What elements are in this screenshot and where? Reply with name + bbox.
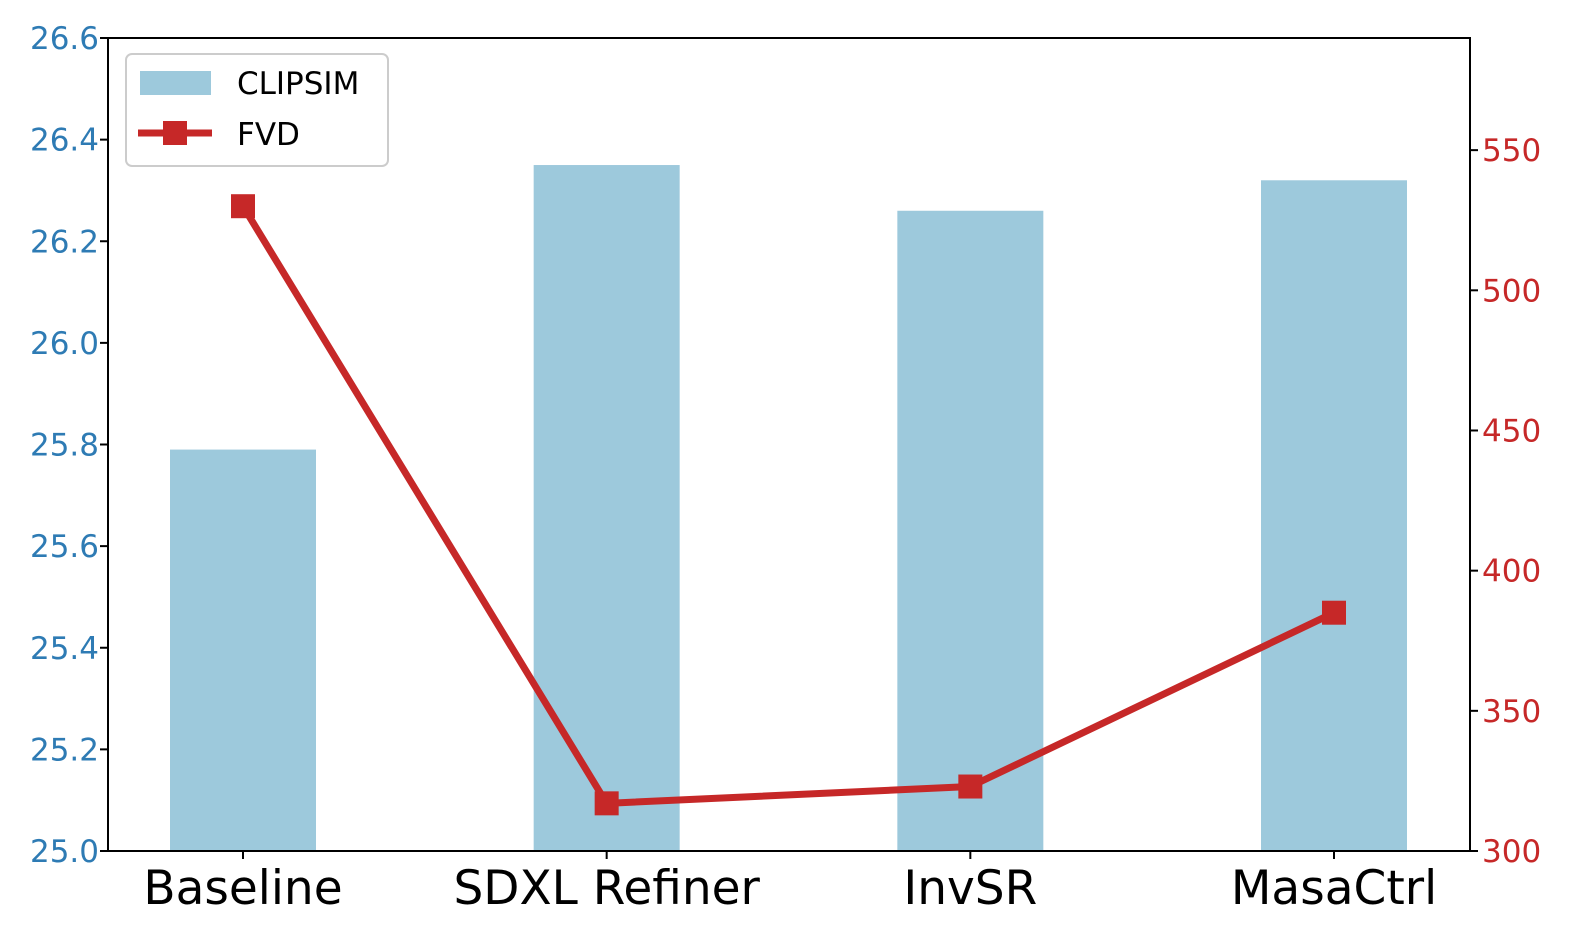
x-tick-label: MasaCtrl	[1231, 861, 1437, 916]
left-tick-label: 25.6	[30, 529, 99, 565]
x-tick-label: InvSR	[903, 861, 1037, 916]
left-tick-label: 25.2	[30, 732, 99, 768]
left-tick-label: 25.8	[30, 428, 99, 464]
legend-fvd-label: FVD	[237, 117, 300, 153]
left-tick-label: 26.2	[30, 224, 99, 260]
fvd-line-layer	[231, 194, 1346, 816]
left-tick-label: 26.4	[30, 123, 99, 159]
x-axis: Baseline SDXL Refiner InvSR MasaCtrl	[143, 851, 1437, 916]
right-tick-label: 450	[1482, 413, 1541, 449]
bar-clipsim-baseline	[170, 449, 316, 851]
left-tick-label: 26.0	[30, 326, 99, 362]
left-y-axis: 25.0 25.2 25.4 25.6 25.8 26.0 26.2 26.4 26.6	[30, 21, 108, 870]
right-y-axis: 300 350 400 450 500 550	[1470, 133, 1541, 870]
left-tick-label: 25.0	[30, 834, 99, 870]
legend-clipsim-swatch	[140, 71, 211, 95]
bar-clipsim-sdxl-refiner	[533, 165, 680, 851]
right-tick-label: 350	[1482, 694, 1541, 730]
right-tick-label: 300	[1482, 834, 1541, 870]
legend-fvd-marker	[163, 121, 187, 145]
x-tick-label: Baseline	[143, 861, 342, 916]
fvd-line	[240, 204, 1336, 807]
right-tick-label: 500	[1482, 273, 1541, 309]
left-tick-label: 25.4	[30, 631, 99, 667]
fvd-marker-sdxl-refiner	[594, 791, 619, 816]
fvd-marker-masactrl	[1322, 600, 1346, 625]
legend-clipsim-label: CLIPSIM	[237, 66, 359, 102]
right-tick-label: 550	[1482, 133, 1541, 169]
bar-clipsim-masactrl	[1261, 180, 1407, 851]
legend: CLIPSIM FVD	[125, 53, 389, 167]
left-tick-label: 26.6	[30, 21, 99, 57]
bars-layer	[170, 165, 1407, 851]
right-tick-label: 400	[1482, 554, 1541, 590]
bar-clipsim-invsr	[897, 210, 1044, 851]
fvd-marker-baseline	[231, 194, 255, 219]
x-tick-label: SDXL Refiner	[453, 861, 760, 916]
fvd-marker-invsr	[958, 774, 983, 799]
